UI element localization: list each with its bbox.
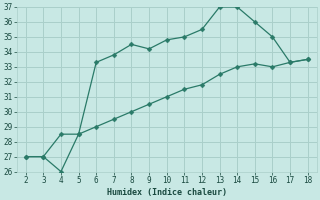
- X-axis label: Humidex (Indice chaleur): Humidex (Indice chaleur): [107, 188, 227, 197]
